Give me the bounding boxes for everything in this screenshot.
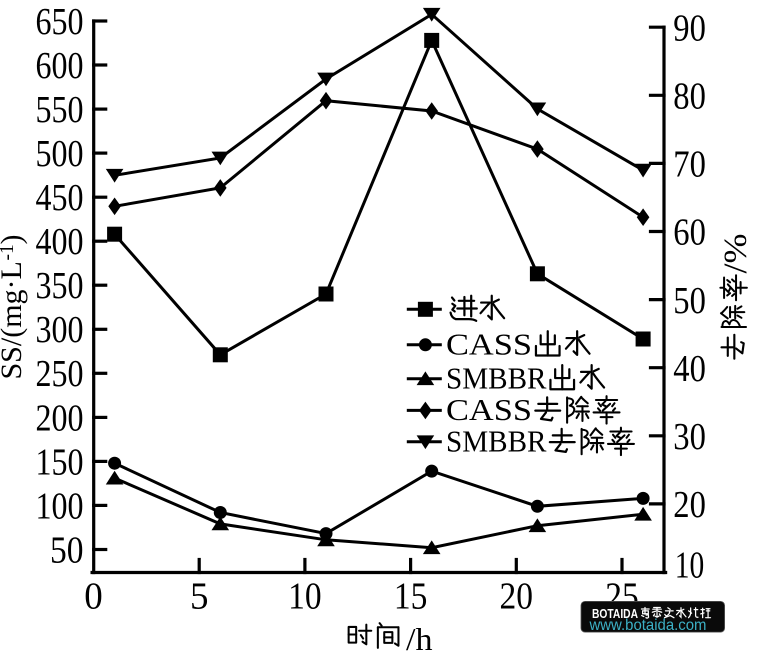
svg-text:40: 40 xyxy=(673,348,706,390)
svg-text:CASS: CASS xyxy=(446,327,532,362)
svg-text:BOTAIDA: BOTAIDA xyxy=(592,606,638,621)
svg-text:0: 0 xyxy=(84,575,103,617)
svg-text:50: 50 xyxy=(50,529,84,571)
svg-text:70: 70 xyxy=(673,144,706,186)
svg-text:www.botaida.com: www.botaida.com xyxy=(589,617,707,634)
svg-text:150: 150 xyxy=(36,441,84,483)
svg-text:SMBBR: SMBBR xyxy=(446,360,547,395)
svg-text:10: 10 xyxy=(288,575,322,617)
svg-text:SMBBR: SMBBR xyxy=(446,424,547,459)
svg-text:/%: /% xyxy=(718,234,754,274)
svg-text:20: 20 xyxy=(500,575,534,617)
svg-text:/h: /h xyxy=(406,622,433,657)
svg-text:10: 10 xyxy=(675,545,705,587)
svg-text:90: 90 xyxy=(673,7,706,49)
svg-text:SS/(mg·L: SS/(mg·L xyxy=(0,261,28,379)
svg-text:550: 550 xyxy=(36,89,84,131)
svg-text:60: 60 xyxy=(673,212,706,254)
svg-text:30: 30 xyxy=(673,416,706,458)
svg-text:250: 250 xyxy=(36,353,84,395)
svg-text:5: 5 xyxy=(190,575,209,617)
svg-text:100: 100 xyxy=(36,485,84,527)
svg-text:): ) xyxy=(0,235,28,245)
svg-text:650: 650 xyxy=(36,1,84,43)
svg-text:15: 15 xyxy=(394,575,428,617)
svg-text:300: 300 xyxy=(36,309,84,351)
svg-text:-1: -1 xyxy=(0,244,18,260)
svg-text:400: 400 xyxy=(36,221,84,263)
svg-text:20: 20 xyxy=(673,484,706,526)
svg-text:450: 450 xyxy=(36,177,84,219)
svg-text:600: 600 xyxy=(36,45,84,87)
svg-text:50: 50 xyxy=(673,280,706,322)
svg-text:80: 80 xyxy=(673,76,706,118)
svg-text:500: 500 xyxy=(36,133,84,175)
svg-text:CASS: CASS xyxy=(446,392,532,427)
svg-text:200: 200 xyxy=(36,397,84,439)
svg-text:350: 350 xyxy=(36,265,84,307)
